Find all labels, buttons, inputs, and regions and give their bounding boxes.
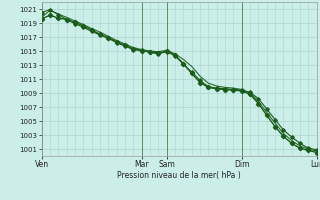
X-axis label: Pression niveau de la mer( hPa ): Pression niveau de la mer( hPa ) <box>117 171 241 180</box>
